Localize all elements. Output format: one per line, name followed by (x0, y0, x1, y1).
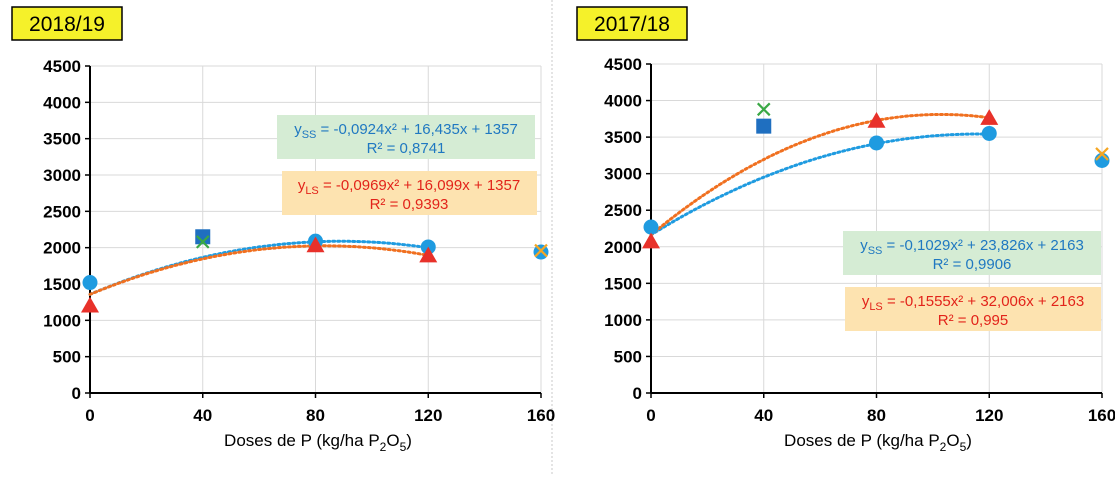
equation-box-ls: yLS = -0,1555x² + 32,006x + 2163 R² = 0,… (845, 287, 1101, 331)
chart-title: 2018/19 (29, 13, 105, 36)
x-tick-label: 40 (193, 406, 212, 425)
svg-text:Doses de P (kg/ha P2O5): Doses de P (kg/ha P2O5) (784, 431, 972, 454)
x-label-end: ) (966, 431, 972, 450)
x-tick-label: 160 (527, 406, 555, 425)
title-badge (576, 6, 688, 41)
data-point-ss (981, 125, 997, 141)
y-tick-label: 4000 (43, 93, 81, 112)
equation-ss: ySS = -0,0924x² + 16,435x + 1357 (294, 121, 518, 141)
data-point-square (756, 118, 772, 134)
x-label-mid: O (946, 431, 959, 450)
data-point-ls (81, 296, 99, 313)
x-label-sub2: 5 (400, 440, 407, 454)
x-axis-label: Doses de P (kg/ha P2O5) (784, 431, 972, 454)
r2-ss: R² = 0,9906 (933, 256, 1012, 273)
y-tick-label: 500 (614, 347, 642, 366)
fit-curve-ls (649, 113, 991, 237)
x-label-sub: 2 (940, 440, 947, 454)
y-tick-label: 3500 (43, 130, 81, 149)
x-tick-label: 80 (306, 406, 325, 425)
y-tick-label: 2000 (43, 239, 81, 258)
y-tick-label: 2000 (604, 238, 642, 257)
equation-box-ss: ySS = -0,1029x² + 23,826x + 2163 R² = 0,… (843, 231, 1101, 275)
y-tick-label: 500 (53, 348, 81, 367)
equation-box-ss: ySS = -0,0924x² + 16,435x + 1357 R² = 0,… (277, 115, 535, 159)
data-point-ls (980, 109, 999, 125)
x-tick-label: 120 (414, 406, 442, 425)
chart-title: 2017/18 (594, 13, 670, 36)
data-point-ss (643, 219, 659, 235)
y-tick-label: 3000 (43, 166, 81, 185)
x-marker-stroke (1095, 147, 1109, 161)
y-tick-label: 4500 (604, 55, 642, 74)
data-point-ss (82, 275, 98, 291)
data-point-cross (195, 235, 210, 249)
y-tick-label: 1000 (604, 311, 642, 330)
equation-ls: yLS = -0,0969x² + 16,099x + 1357 (298, 177, 520, 197)
x-marker-stroke (756, 102, 771, 117)
data-point-cross (756, 102, 771, 117)
data-point-square (195, 229, 211, 245)
y-tick-label: 1000 (43, 311, 81, 330)
y-tick-label: 3500 (604, 128, 642, 147)
x-label-end: ) (406, 431, 412, 450)
x-marker-stroke (195, 235, 210, 249)
x-axis-label: Doses de P (kg/ha P2O5) (224, 431, 412, 454)
x-label-mid: O (386, 431, 399, 450)
x-label-main: Doses de P (kg/ha P (784, 431, 940, 450)
x-tick-label: 160 (1088, 406, 1115, 425)
x-tick-label: 0 (646, 406, 655, 425)
data-point-cross-orange (534, 243, 548, 258)
data-point-ls (419, 246, 438, 263)
svg-text:Doses de P (kg/ha P2O5): Doses de P (kg/ha P2O5) (224, 431, 412, 454)
x-tick-label: 40 (754, 406, 773, 425)
x-label-sub2: 5 (960, 440, 967, 454)
data-point-cross-orange (1095, 147, 1109, 161)
data-point-ls (867, 112, 886, 128)
equation-box-ls: yLS = -0,0969x² + 16,099x + 1357 R² = 0,… (282, 171, 537, 215)
data-point-ss (869, 135, 884, 151)
y-tick-label: 0 (72, 384, 81, 403)
y-tick-label: 3000 (604, 165, 642, 184)
chart-panel-2018-19: 2018/19 0 500 1000 1500 2000 2500 3000 3500 4000… (11, 6, 555, 454)
y-tick-label: 2500 (43, 202, 81, 221)
y-tick-label: 4500 (43, 57, 81, 76)
r2-ss: R² = 0,8741 (367, 140, 446, 157)
x-tick-label: 120 (975, 406, 1003, 425)
fit-curve-ss (649, 132, 991, 237)
x-marker-stroke (534, 243, 548, 258)
y-tick-label: 1500 (604, 274, 642, 293)
r2-ls: R² = 0,9393 (370, 196, 449, 213)
x-tick-label: 80 (867, 406, 886, 425)
data-point-ls (642, 232, 660, 249)
r2-ls: R² = 0,995 (938, 312, 1008, 329)
x-label-main: Doses de P (kg/ha P (224, 431, 380, 450)
data-point-ls (306, 236, 325, 253)
y-tick-label: 1500 (43, 275, 81, 294)
chart-panel-2017-18: 2017/18 0 500 1000 1500 2000 2500 3000 3500 4000… (576, 6, 1115, 454)
x-tick-label: 0 (85, 406, 94, 425)
y-tick-label: 0 (633, 384, 642, 403)
equation-ls: yLS = -0,1555x² + 32,006x + 2163 (862, 293, 1084, 313)
equation-ss: ySS = -0,1029x² + 23,826x + 2163 (860, 237, 1084, 257)
title-badge (11, 6, 123, 41)
fit-curve-ls (88, 244, 430, 296)
y-tick-label: 2500 (604, 201, 642, 220)
y-tick-label: 4000 (604, 92, 642, 111)
x-label-sub: 2 (380, 440, 387, 454)
